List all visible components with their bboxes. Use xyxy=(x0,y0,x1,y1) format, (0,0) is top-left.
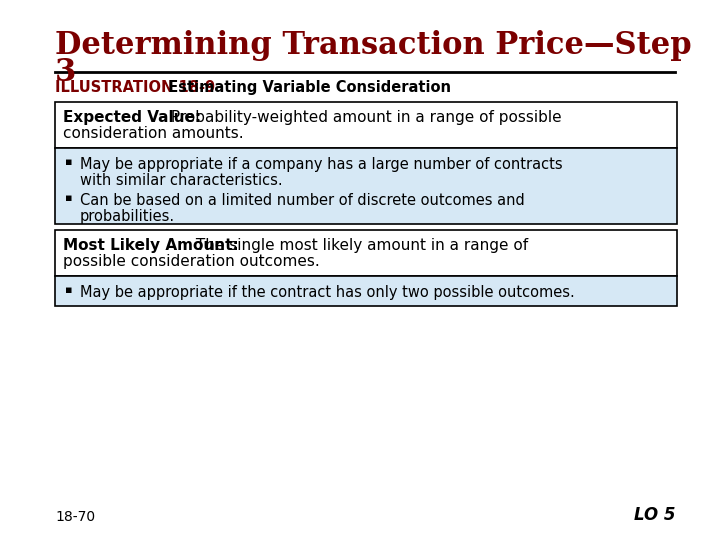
Text: ILLUSTRATION 18-9: ILLUSTRATION 18-9 xyxy=(55,80,215,95)
Bar xyxy=(55,102,677,148)
Text: Can be based on a limited number of discrete outcomes and: Can be based on a limited number of disc… xyxy=(80,193,525,208)
Text: consideration amounts.: consideration amounts. xyxy=(63,126,243,141)
Text: Most Likely Amount:: Most Likely Amount: xyxy=(63,238,239,253)
Text: Estimating Variable Consideration: Estimating Variable Consideration xyxy=(158,80,451,95)
Text: May be appropriate if a company has a large number of contracts: May be appropriate if a company has a la… xyxy=(80,157,562,172)
Text: LO 5: LO 5 xyxy=(634,506,675,524)
Text: 3: 3 xyxy=(55,57,76,88)
Bar xyxy=(55,230,677,276)
Text: Determining Transaction Price—Step: Determining Transaction Price—Step xyxy=(55,30,692,61)
Bar xyxy=(55,148,677,224)
Text: possible consideration outcomes.: possible consideration outcomes. xyxy=(63,254,320,269)
Text: with similar characteristics.: with similar characteristics. xyxy=(80,173,283,188)
Text: 18-70: 18-70 xyxy=(55,510,95,524)
Text: ▪: ▪ xyxy=(65,157,73,167)
Text: The single most likely amount in a range of: The single most likely amount in a range… xyxy=(191,238,528,253)
Text: Expected Value:: Expected Value: xyxy=(63,110,201,125)
Text: Probability-weighted amount in a range of possible: Probability-weighted amount in a range o… xyxy=(166,110,562,125)
Text: ▪: ▪ xyxy=(65,285,73,295)
Text: May be appropriate if the contract has only two possible outcomes.: May be appropriate if the contract has o… xyxy=(80,285,575,300)
Bar xyxy=(55,276,677,306)
Text: ▪: ▪ xyxy=(65,193,73,203)
Text: probabilities.: probabilities. xyxy=(80,209,175,224)
